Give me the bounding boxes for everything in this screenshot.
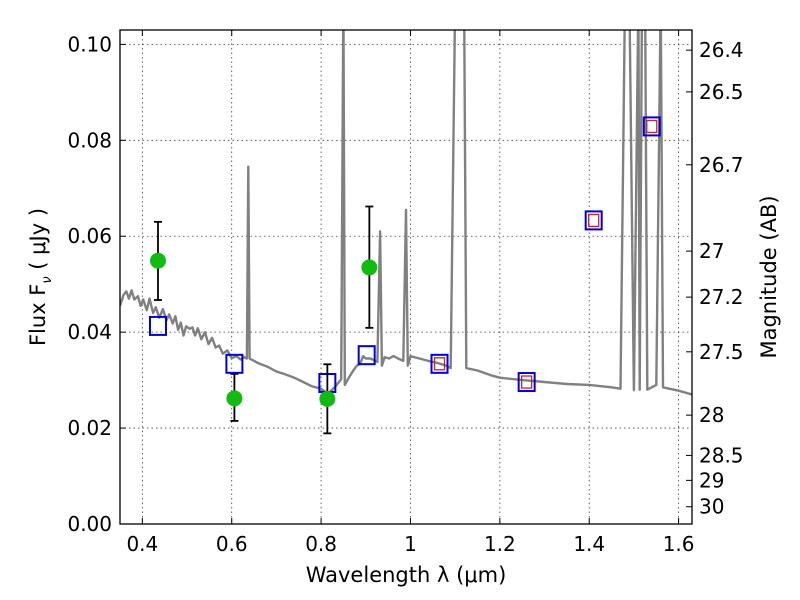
x-tick-label: 1.6: [663, 532, 695, 556]
x-tick-label: 1.2: [484, 532, 516, 556]
model-point: [148, 315, 167, 336]
y2-tick-label: 26.5: [699, 80, 744, 104]
y-axis-label: Flux Fν ( μJy ): [26, 208, 55, 346]
x-tick-label: 1: [404, 532, 417, 556]
y2-tick-label: 28: [699, 403, 724, 427]
y2-tick-label: 28.5: [699, 443, 744, 467]
y-axis-label-main: Flux F: [26, 284, 50, 346]
observed-point: [226, 390, 243, 407]
model-point-inner: [521, 375, 533, 389]
y-tick-label: 0.02: [67, 416, 112, 440]
model-point: [357, 345, 376, 366]
model-point: [517, 372, 536, 393]
y2-tick-label: 30: [699, 495, 724, 519]
x-tick-label: 0.6: [216, 532, 248, 556]
y-tick-label: 0.08: [67, 128, 112, 152]
model-point-inner: [588, 213, 600, 228]
observed-point: [361, 259, 378, 276]
x-tick-label: 0.8: [305, 532, 337, 556]
axis-ticks: 0.4 0.6 0.8 1 1.2 1.4 1.6 0.00 0.02 0.04 0.06 0.08 0…: [67, 30, 744, 556]
y2-tick-label: 27.5: [699, 340, 744, 364]
y-tick-label: 0.10: [67, 32, 112, 56]
model-point: [642, 116, 661, 137]
y2-tick-label: 29: [699, 468, 724, 492]
y-tick-label: 0.00: [67, 512, 112, 536]
y-tick-label: 0.06: [67, 224, 112, 248]
observed-point: [149, 252, 166, 269]
x-tick-label: 1.4: [573, 532, 605, 556]
model-photometry-series: [148, 116, 661, 393]
y2-axis-label: Magnitude (AB): [757, 195, 781, 358]
sed-model-line: [120, 30, 692, 396]
y2-tick-label: 26.7: [699, 153, 744, 177]
y-axis-label-subscript: ν: [40, 276, 55, 283]
y2-tick-label: 26.4: [699, 38, 744, 62]
sed-model-path: [120, 30, 692, 396]
model-point: [584, 210, 603, 231]
model-point: [225, 353, 244, 374]
y2-tick-label: 27.2: [699, 285, 744, 309]
model-point-inner: [646, 119, 658, 134]
plot-frame: [119, 29, 693, 525]
x-tick-label: 0.4: [126, 532, 158, 556]
model-point-inner: [433, 357, 446, 371]
x-axis-label: Wavelength λ (μm): [306, 563, 507, 587]
observed-photometry-series: [149, 205, 378, 435]
y2-tick-label: 27: [699, 239, 724, 263]
observed-point: [319, 390, 336, 407]
y-axis-label-unit: ( μJy ): [26, 208, 50, 276]
model-point: [430, 353, 449, 374]
y-tick-label: 0.04: [67, 320, 112, 344]
